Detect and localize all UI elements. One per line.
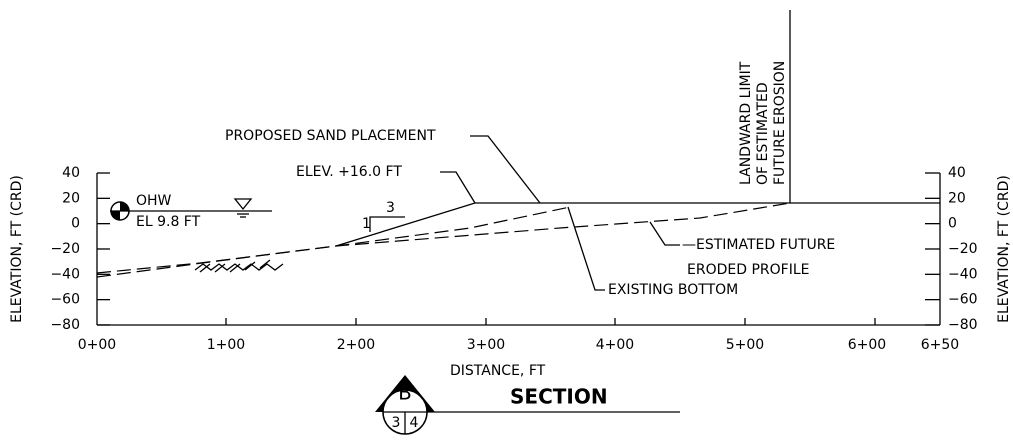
x-tick-label: 1+00 (207, 337, 245, 353)
annotation: OF ESTIMATED (755, 82, 771, 185)
y-tick-label: −60 (948, 292, 978, 308)
x-tick-label: 3+00 (467, 337, 505, 353)
section-letter: B (398, 381, 412, 405)
annotation: FUTURE EROSION (772, 61, 788, 185)
x-tick-label: 4+00 (596, 337, 634, 353)
y-tick-label: 40 (62, 165, 80, 181)
annotation: 1 (362, 216, 371, 232)
section-mark (375, 375, 680, 435)
x-tick-label: 2+00 (337, 337, 375, 353)
y-tick-label: 20 (62, 190, 80, 206)
leaders (369, 135, 680, 291)
annotation: LANDWARD LIMIT (738, 61, 754, 185)
x-tick-label: 6+00 (848, 337, 886, 353)
annotation: —ESTIMATED FUTURE (682, 237, 835, 253)
water-label: OHW (136, 193, 172, 209)
annotation: ELEV. +16.0 FT (296, 164, 402, 180)
annotation: 3 (386, 200, 395, 216)
section-title: SECTION (510, 385, 608, 409)
y-tick-label: 20 (948, 190, 966, 206)
y-tick-label: 0 (948, 216, 957, 232)
axis-label: ELEVATION, FT (CRD) (996, 175, 1012, 323)
water-label: EL 9.8 FT (136, 214, 201, 230)
axis-label: ELEVATION, FT (CRD) (9, 175, 25, 323)
sheet: 3 (392, 415, 401, 431)
y-tick-label: 40 (948, 165, 966, 181)
annotation: EXISTING BOTTOM (608, 282, 738, 298)
annotation: ERODED PROFILE (687, 262, 809, 278)
y-tick-label: −20 (50, 241, 80, 257)
y-tick-label: −40 (948, 266, 978, 282)
y-tick-label: −80 (50, 317, 80, 333)
annotation: PROPOSED SAND PLACEMENT (225, 128, 436, 144)
y-tick-label: 0 (71, 216, 80, 232)
axis-label: DISTANCE, FT (450, 363, 546, 379)
x-tick-label: 6+50 (921, 337, 959, 353)
y-tick-label: −40 (50, 266, 80, 282)
water-level (110, 198, 272, 221)
y-tick-label: −20 (948, 241, 978, 257)
sheet: 4 (410, 415, 419, 431)
x-tick-label: 5+00 (726, 337, 764, 353)
y-tick-label: −60 (50, 292, 80, 308)
y-tick-label: −80 (948, 317, 978, 333)
x-tick-label: 0+00 (78, 337, 116, 353)
